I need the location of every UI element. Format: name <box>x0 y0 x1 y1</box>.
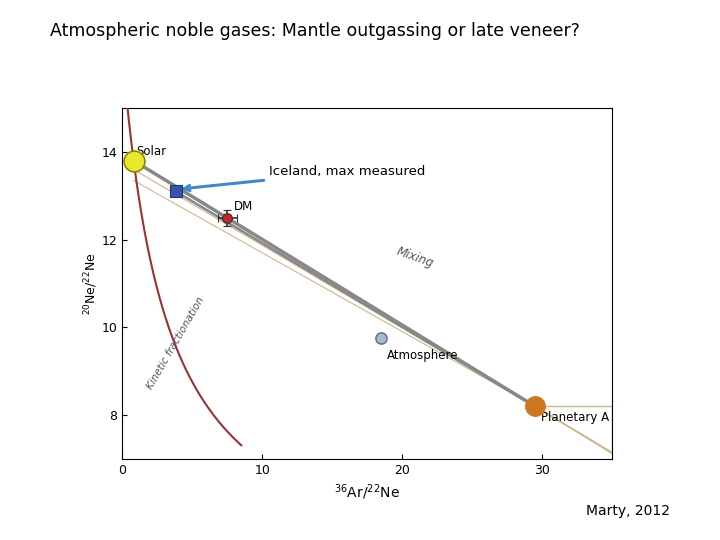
Text: Atmosphere: Atmosphere <box>387 349 459 362</box>
Text: Kinetic fractionation: Kinetic fractionation <box>145 295 206 391</box>
Text: DM: DM <box>234 200 253 213</box>
Text: Marty, 2012: Marty, 2012 <box>585 504 670 518</box>
Text: Solar: Solar <box>136 145 166 158</box>
Text: Atmospheric noble gases: Mantle outgassing or late veneer?: Atmospheric noble gases: Mantle outgassi… <box>50 22 580 39</box>
X-axis label: $^{36}$Ar/$^{22}$Ne: $^{36}$Ar/$^{22}$Ne <box>334 482 400 502</box>
Text: Planetary A: Planetary A <box>541 411 609 424</box>
Text: Mixing: Mixing <box>395 245 436 270</box>
Y-axis label: $^{20}$Ne/$^{22}$Ne: $^{20}$Ne/$^{22}$Ne <box>83 252 100 315</box>
Text: Iceland, max measured: Iceland, max measured <box>184 165 426 191</box>
